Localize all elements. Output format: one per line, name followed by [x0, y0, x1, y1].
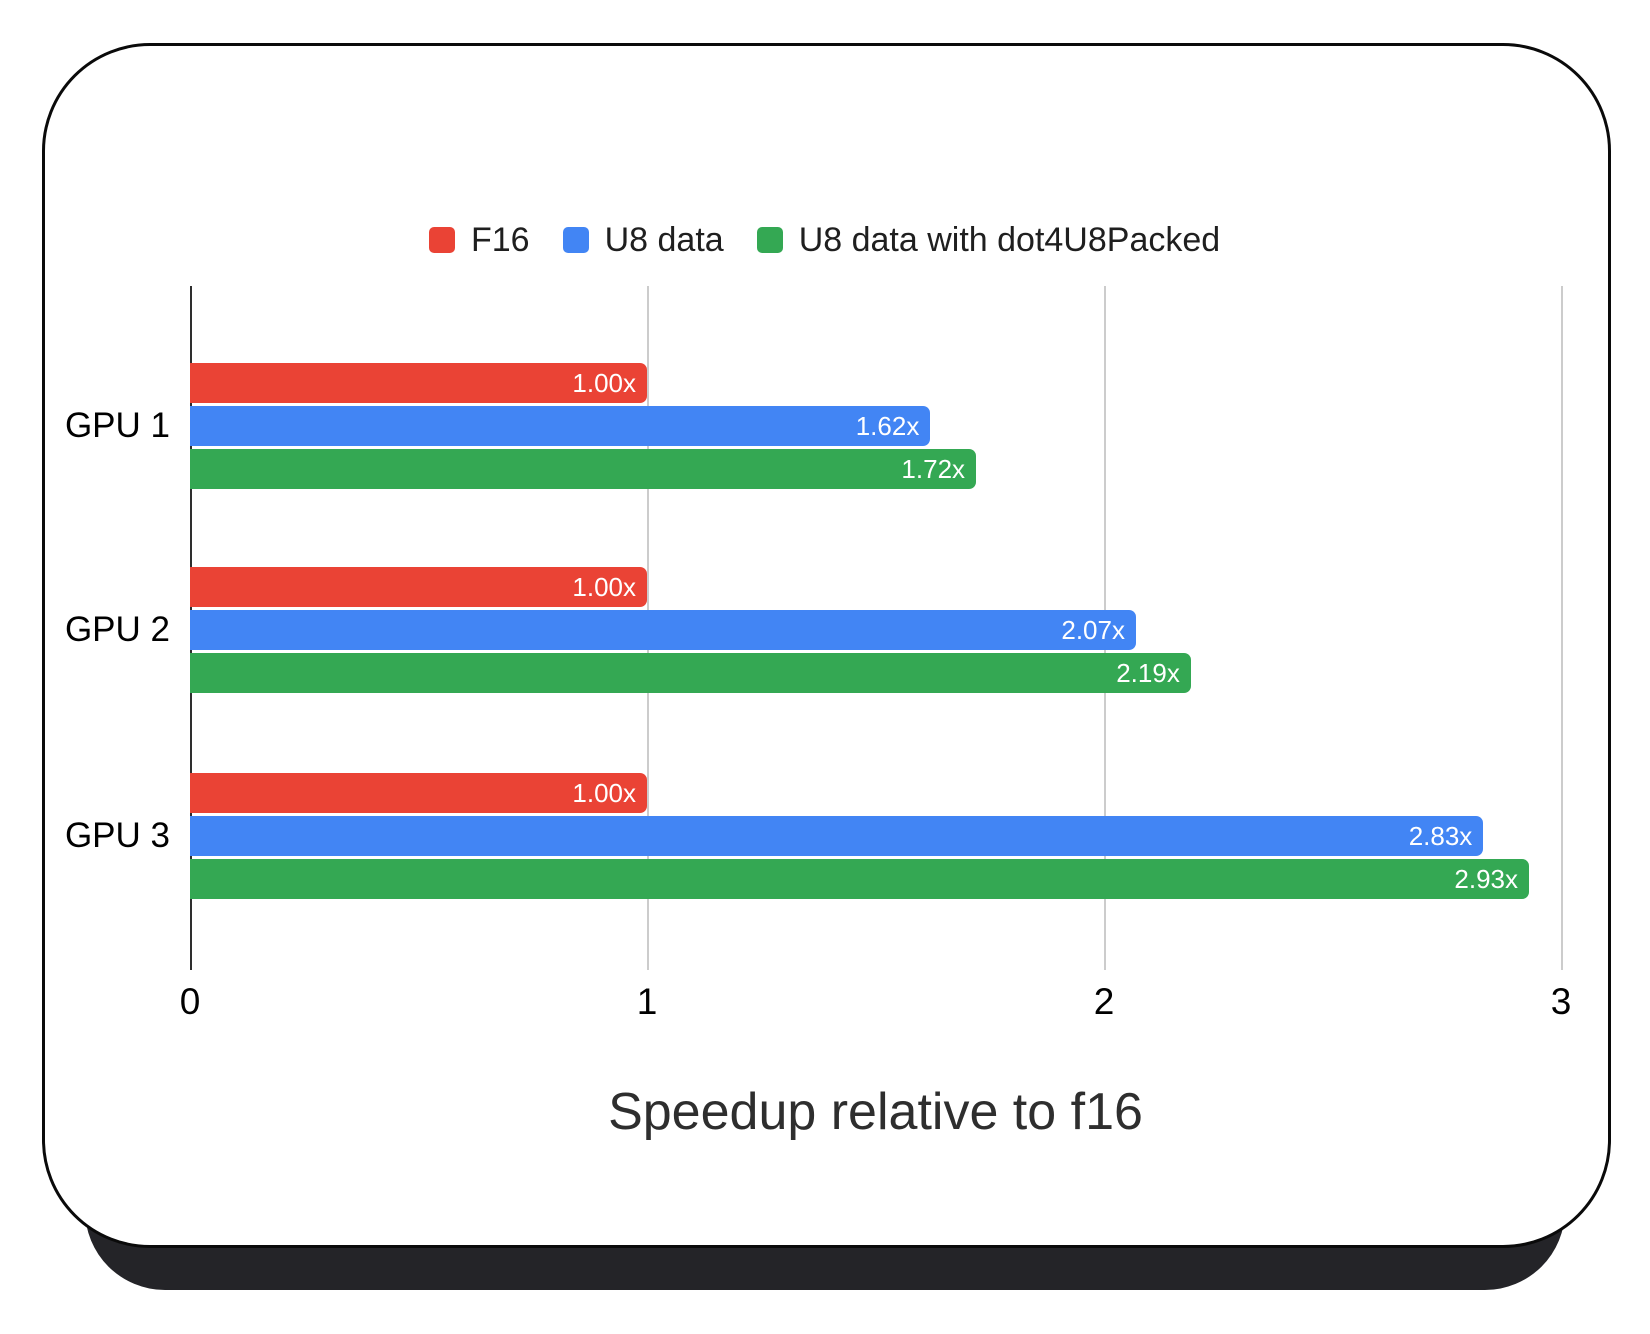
- bar-value-label: 1.00x: [572, 778, 636, 808]
- x-tick-label: 0: [179, 981, 201, 1022]
- bar-value-label: 1.62x: [855, 411, 920, 441]
- legend-color-swatch: [756, 227, 783, 253]
- x-tick-label: 1: [636, 981, 658, 1022]
- legend-label: U8 data: [604, 221, 724, 259]
- plot-area: 1.00x 1.62x 1.72x 1.00x 2.07x 2.19x 1.00x 2.83x…: [190, 286, 1563, 970]
- bar-f16: 1.00x: [190, 773, 647, 813]
- bar-f16: 1.00x: [190, 363, 647, 403]
- legend-item: U8 data: [562, 221, 724, 259]
- legend-label: U8 data with dot4U8Packed: [798, 221, 1221, 259]
- legend-item: F16: [429, 222, 530, 258]
- bar-value-label: 1.00x: [572, 572, 636, 602]
- bar-value-label: 2.83x: [1408, 821, 1473, 851]
- chart-card: F16 U8 data U8 data with dot4U8Packed 1.00…: [42, 43, 1611, 1248]
- category-label: GPU 1: [64, 406, 170, 445]
- legend-color-swatch: [562, 227, 589, 253]
- legend-item: U8 data with dot4U8Packed: [756, 221, 1221, 259]
- category-label: GPU 3: [64, 816, 170, 855]
- legend-color-swatch: [429, 227, 455, 253]
- bar-value-label: 2.07x: [1061, 615, 1125, 645]
- bar-u8-data-with-dot4u8packed: 2.19x: [190, 653, 1191, 693]
- legend-label: F16: [471, 221, 530, 259]
- x-tick-label: 2: [1093, 981, 1115, 1022]
- bar-group: 1.00x 2.07x 2.19x: [190, 567, 1561, 693]
- bar-f16: 1.00x: [190, 567, 647, 607]
- bar-value-label: 1.00x: [572, 368, 636, 398]
- bar-u8-data-with-dot4u8packed: 2.93x: [190, 859, 1529, 899]
- bar-u8-data-with-dot4u8packed: 1.72x: [190, 449, 977, 489]
- bar-value-label: 1.72x: [901, 454, 966, 484]
- bar-u8-data: 2.07x: [190, 610, 1136, 650]
- x-tick-label: 3: [1550, 981, 1572, 1022]
- bar-u8-data: 2.83x: [190, 816, 1484, 856]
- bar-value-label: 2.19x: [1116, 658, 1180, 688]
- chart-legend: F16 U8 data U8 data with dot4U8Packed: [429, 222, 1220, 258]
- bar-group: 1.00x 2.83x 2.93x: [190, 773, 1561, 899]
- gridline: [1561, 286, 1563, 970]
- category-label: GPU 2: [64, 610, 170, 649]
- bar-group: 1.00x 1.62x 1.72x: [190, 363, 1561, 489]
- bar-value-label: 2.93x: [1454, 864, 1518, 894]
- x-axis-title: Speedup relative to f16: [608, 1083, 1143, 1141]
- bar-u8-data: 1.62x: [190, 406, 931, 446]
